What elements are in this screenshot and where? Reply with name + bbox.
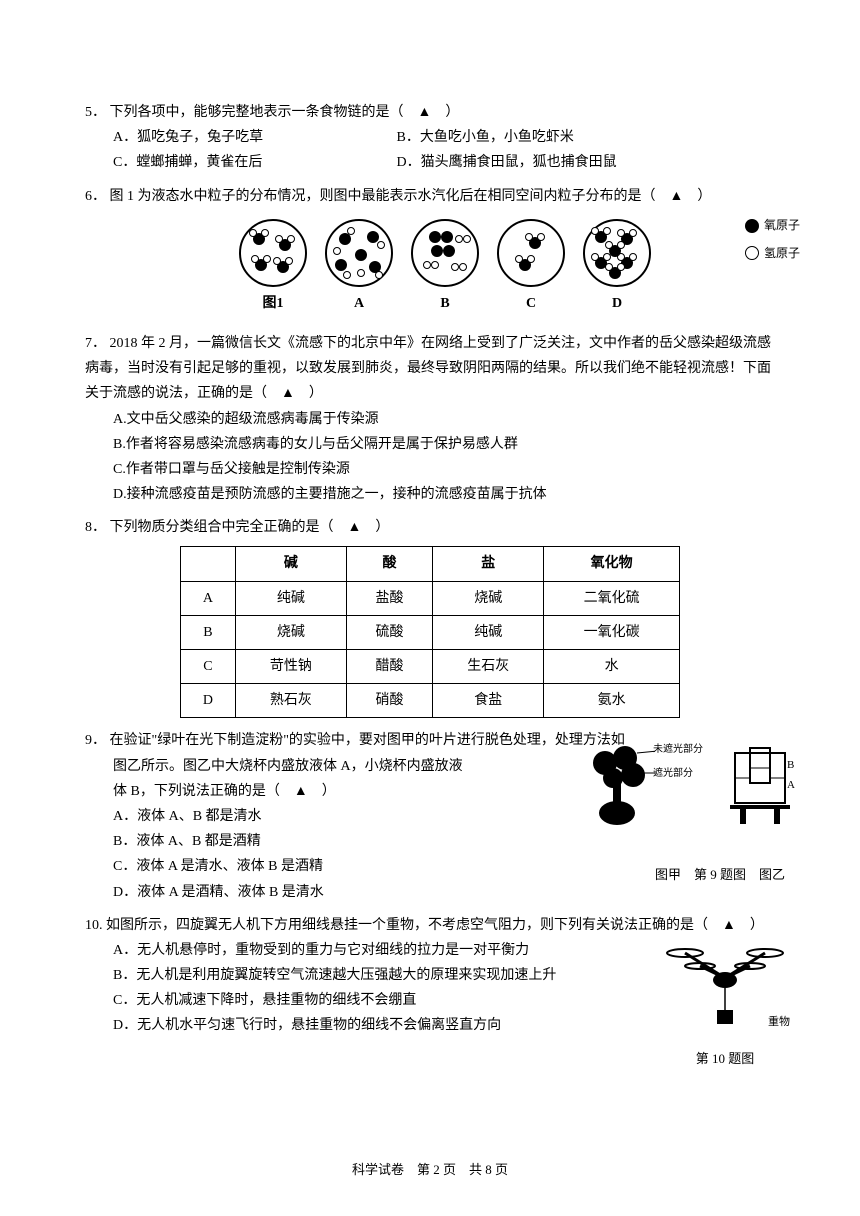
table-header-row: 碱 酸 盐 氧化物 [181, 547, 680, 581]
table-row: C苛性钠醋酸生石灰水 [181, 650, 680, 684]
th-blank [181, 547, 236, 581]
question-10: 10. 如图所示，四旋翼无人机下方用细线悬挂一个重物，不考虑空气阻力，则下列有关… [85, 913, 775, 1039]
q10-caption: 第 10 题图 [665, 1047, 785, 1070]
legend-oxygen: 氧原子 [745, 215, 800, 237]
q5-option-c: C．螳螂捕蝉，黄雀在后 [113, 150, 353, 175]
q7-number: 7． [85, 336, 106, 351]
table-row: B烧碱硫酸纯碱一氧化碳 [181, 615, 680, 649]
label-b: B [411, 291, 479, 316]
figure-jia: 未遮光部分 遮光部分 [585, 743, 655, 837]
label-d: D [583, 291, 651, 316]
q6-legend: 氧原子 氢原子 [745, 215, 800, 270]
q5-option-d: D．猫头鹰捕食田鼠，狐也捕食田鼠 [397, 150, 617, 175]
q10-option-b: B．无人机是利用旋翼旋转空气流速越大压强越大的原理来实现加速上升 [113, 963, 635, 988]
q10-text: 如图所示，四旋翼无人机下方用细线悬挂一个重物，不考虑空气阻力，则下列有关说法正确… [106, 918, 764, 933]
q7-option-b: B.作者将容易感染流感病毒的女儿与岳父隔开是属于保护易感人群 [113, 432, 775, 457]
q9-caption: 图甲 第 9 题图 图乙 [655, 863, 785, 886]
q5-number: 5． [85, 105, 106, 120]
question-9: 9． 在验证"绿叶在光下制造淀粉"的实验中，要对图甲的叶片进行脱色处理，处理方法… [85, 728, 775, 904]
th-oxide: 氧化物 [544, 547, 680, 581]
question-7: 7． 2018 年 2 月，一篇微信长文《流感下的北京中年》在网络上受到了广泛关… [85, 331, 775, 507]
q5-option-a: A．狐吃兔子，兔子吃草 [113, 125, 353, 150]
label-a: A [325, 291, 393, 316]
q9-figures: 未遮光部分 遮光部分 B A [585, 743, 795, 837]
q7-option-d: D.接种流感疫苗是预防流感的主要措施之一，接种的流感疫苗属于抗体 [113, 482, 775, 507]
label-fig1: 图1 [239, 291, 307, 316]
figure-yi: B A [725, 743, 795, 837]
legend-oxygen-label: 氧原子 [764, 215, 800, 237]
q8-table: 碱 酸 盐 氧化物 A纯碱盐酸烧碱二氧化硫 B烧碱硫酸纯碱一氧化碳 C苛性钠醋酸… [180, 546, 680, 718]
label-light: 遮光部分 [653, 765, 693, 783]
q6-number: 6． [85, 189, 106, 204]
drone-icon [665, 938, 785, 1033]
q7-options: A.文中岳父感染的超级流感病毒属于传染源 B.作者将容易感染流感病毒的女儿与岳父… [85, 407, 775, 508]
th-salt: 盐 [433, 547, 544, 581]
diagram-1: 图1 [239, 219, 307, 316]
label-c: C [497, 291, 565, 316]
diagram-c: C [497, 219, 565, 316]
q9-number: 9． [85, 733, 106, 748]
weight-label: 重物 [768, 1013, 790, 1033]
q10-option-c: C．无人机减速下降时，悬挂重物的细线不会绷直 [113, 988, 635, 1013]
th-base: 碱 [235, 547, 346, 581]
q10-option-d: D．无人机水平匀速飞行时，悬挂重物的细线不会偏离竖直方向 [113, 1013, 635, 1038]
q10-number: 10. [85, 918, 103, 933]
question-5: 5． 下列各项中，能够完整地表示一条食物链的是（ ▲ ） A．狐吃兔子，兔子吃草… [85, 100, 775, 176]
q5-options-row2: C．螳螂捕蝉，黄雀在后 D．猫头鹰捕食田鼠，狐也捕食田鼠 [85, 150, 775, 175]
plant-icon [585, 743, 655, 828]
q8-number: 8． [85, 520, 106, 535]
label-b-text: B [787, 759, 794, 771]
q7-option-c: C.作者带口罩与岳父接触是控制传染源 [113, 457, 775, 482]
legend-hydrogen: 氢原子 [745, 243, 800, 265]
diagram-d: D [583, 219, 651, 316]
q8-text: 下列物质分类组合中完全正确的是（ ▲ ） [110, 520, 390, 535]
q6-diagrams: 图1 A B [85, 219, 775, 316]
question-6: 6． 图 1 为液态水中粒子的分布情况，则图中最能表示水汽化后在相同空间内粒子分… [85, 184, 775, 316]
filled-circle-icon [745, 219, 759, 233]
diagram-a: A [325, 219, 393, 316]
q5-option-b: B．大鱼吃小鱼，小鱼吃虾米 [397, 125, 574, 150]
th-acid: 酸 [346, 547, 432, 581]
q9-text-1: 在验证"绿叶在光下制造淀粉"的实验中，要对图甲的叶片进行脱色处理，处理方法如 [110, 733, 625, 748]
q5-options: A．狐吃兔子，兔子吃草 B．大鱼吃小鱼，小鱼吃虾米 [85, 125, 775, 150]
q7-option-a: A.文中岳父感染的超级流感病毒属于传染源 [113, 407, 775, 432]
question-8: 8． 下列物质分类组合中完全正确的是（ ▲ ） 碱 酸 盐 氧化物 A纯碱盐酸烧… [85, 515, 775, 718]
page-footer: 科学试卷 第 2 页 共 8 页 [0, 1158, 860, 1181]
q10-option-a: A．无人机悬停时，重物受到的重力与它对细线的拉力是一对平衡力 [113, 938, 635, 963]
q7-text: 2018 年 2 月，一篇微信长文《流感下的北京中年》在网络上受到了广泛关注，文… [85, 336, 771, 401]
q5-text: 下列各项中，能够完整地表示一条食物链的是（ ▲ ） [110, 105, 460, 120]
q10-figure: 重物 第 10 题图 [665, 938, 785, 1071]
label-a-text: A [787, 779, 795, 791]
label-dark: 未遮光部分 [653, 741, 703, 759]
q6-text: 图 1 为液态水中粒子的分布情况，则图中最能表示水汽化后在相同空间内粒子分布的是… [110, 189, 712, 204]
legend-hydrogen-label: 氢原子 [764, 243, 800, 265]
table-row: A纯碱盐酸烧碱二氧化硫 [181, 581, 680, 615]
open-circle-icon [745, 246, 759, 260]
diagram-b: B [411, 219, 479, 316]
table-row: D熟石灰硝酸食盐氨水 [181, 684, 680, 718]
beaker-icon: B A [725, 743, 795, 828]
